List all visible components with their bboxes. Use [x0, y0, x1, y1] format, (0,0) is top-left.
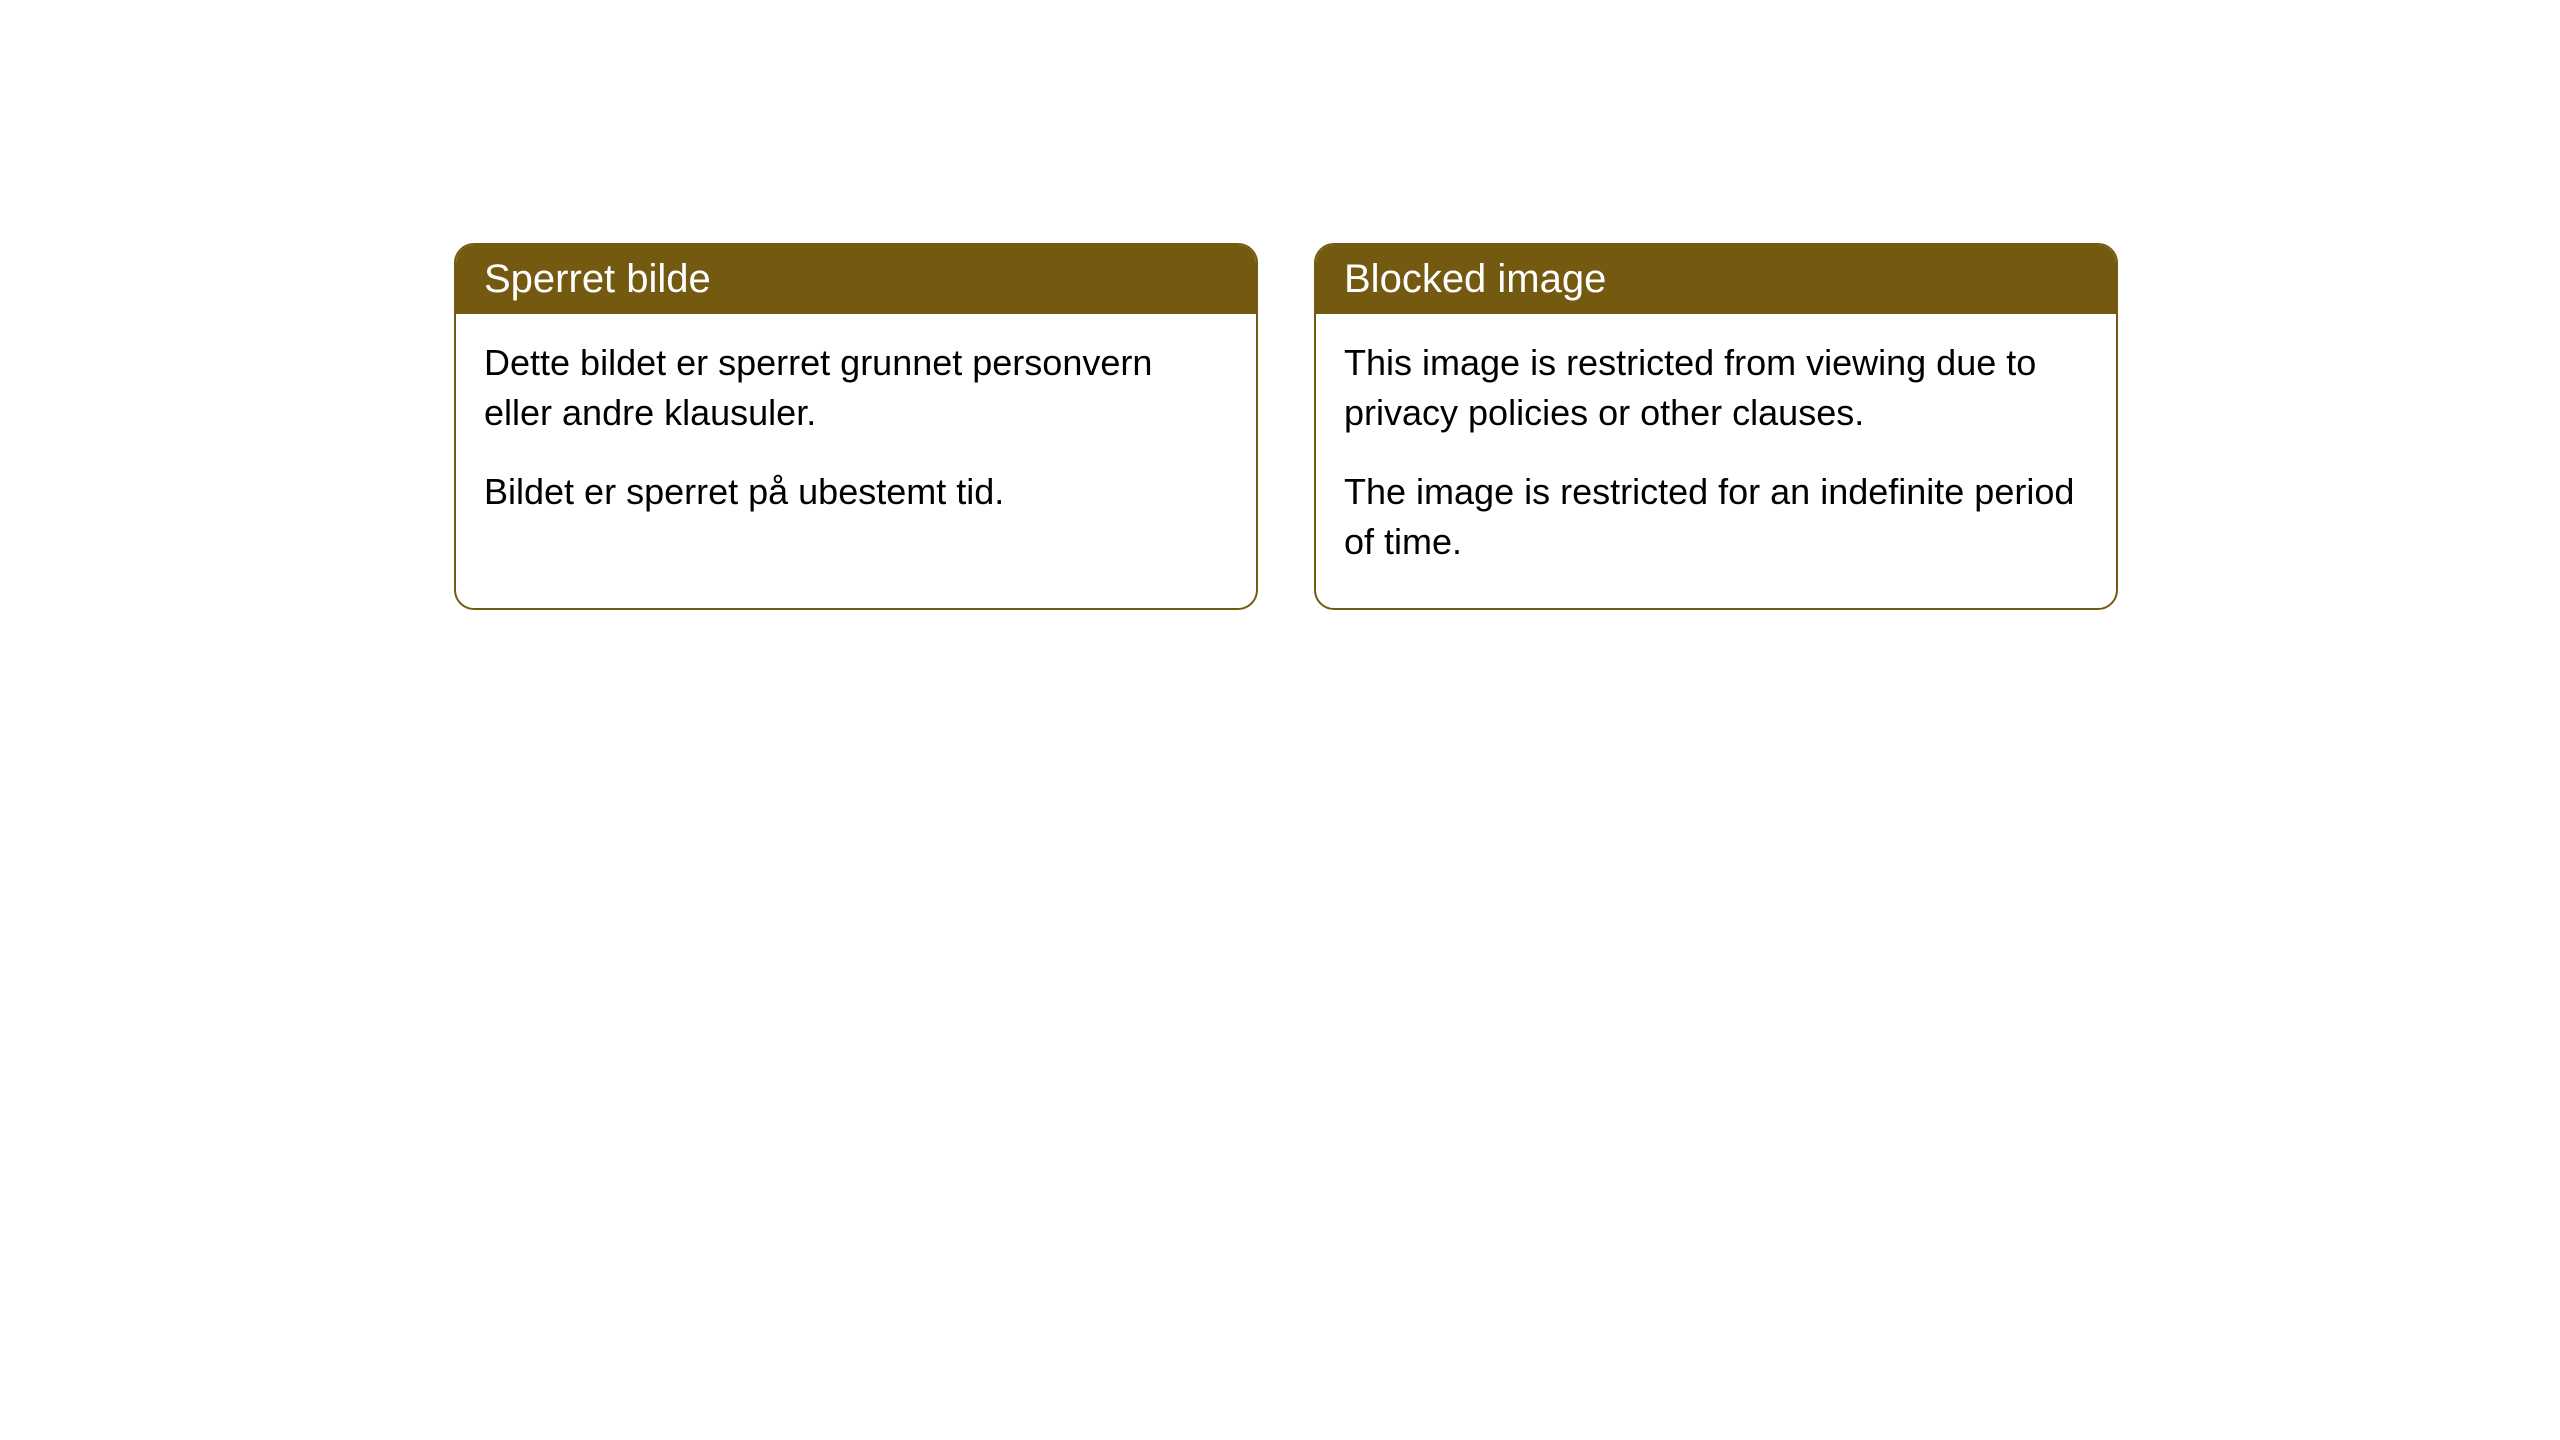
card-norwegian: Sperret bilde Dette bildet er sperret gr… [454, 243, 1258, 610]
paragraph-2-norwegian: Bildet er sperret på ubestemt tid. [484, 467, 1228, 517]
paragraph-1-norwegian: Dette bildet er sperret grunnet personve… [484, 338, 1228, 439]
cards-container: Sperret bilde Dette bildet er sperret gr… [0, 0, 2560, 610]
card-body-english: This image is restricted from viewing du… [1316, 314, 2116, 608]
card-header-norwegian: Sperret bilde [456, 245, 1256, 314]
card-header-english: Blocked image [1316, 245, 2116, 314]
paragraph-2-english: The image is restricted for an indefinit… [1344, 467, 2088, 568]
card-english: Blocked image This image is restricted f… [1314, 243, 2118, 610]
card-body-norwegian: Dette bildet er sperret grunnet personve… [456, 314, 1256, 557]
paragraph-1-english: This image is restricted from viewing du… [1344, 338, 2088, 439]
